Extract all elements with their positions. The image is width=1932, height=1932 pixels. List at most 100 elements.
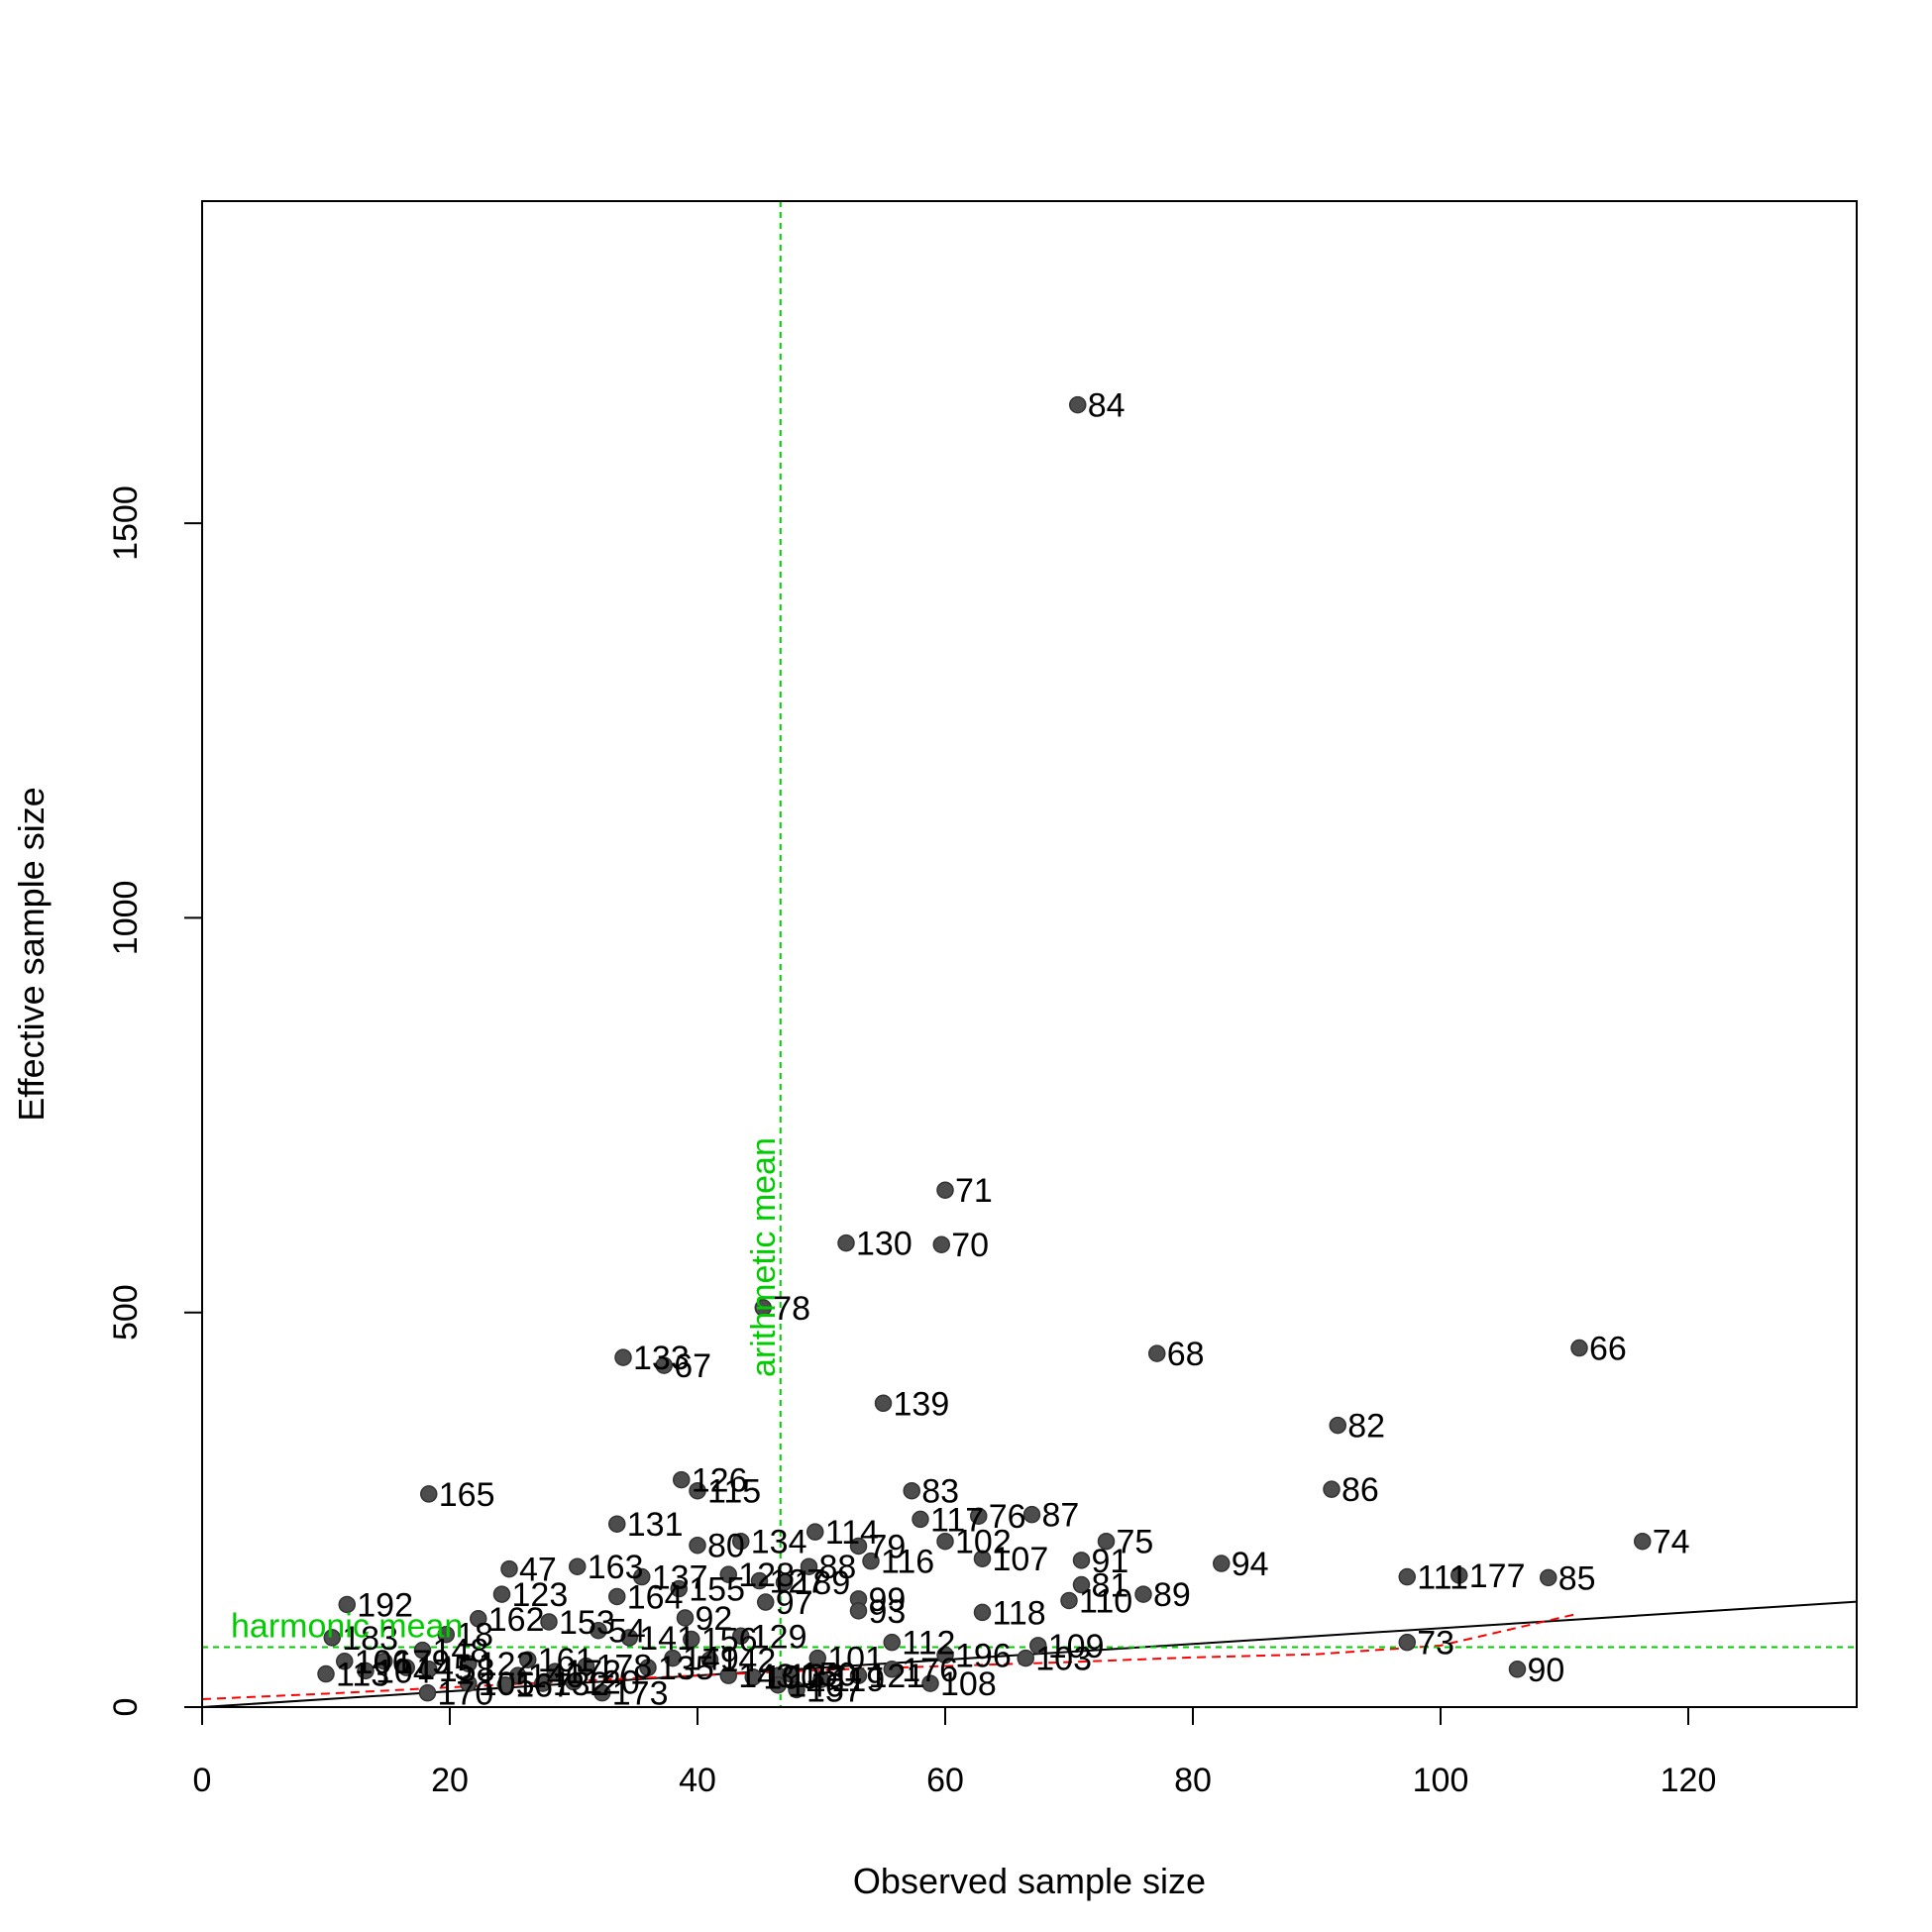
point-label: 183 [342,1620,398,1658]
point-label: 165 [439,1476,495,1514]
data-point [1634,1532,1652,1551]
point-label: 75 [1117,1524,1154,1561]
data-point [932,1235,950,1253]
point-label: 73 [1417,1625,1454,1663]
point-label: 140 [788,1667,844,1705]
data-point [1508,1661,1527,1678]
data-point [338,1595,356,1614]
data-point [1097,1532,1116,1551]
data-point [936,1646,954,1664]
point-label: 107 [993,1541,1049,1578]
data-point [689,1536,706,1555]
data-point [397,1659,415,1676]
point-label: 103 [1035,1641,1092,1678]
point-label: 167 [515,1667,572,1705]
point-label: 117 [930,1501,984,1539]
point-label: 105 [479,1665,535,1703]
data-point [593,1683,611,1702]
point-label: 67 [674,1347,711,1385]
data-point [577,1657,595,1675]
data-points [317,395,1652,1702]
point-label: 118 [993,1594,1046,1632]
point-label: 80 [707,1528,745,1565]
point-label: 81 [1092,1567,1129,1605]
point-label: 93 [869,1593,907,1631]
y-tick-label: 1000 [107,881,145,956]
data-point [800,1557,818,1575]
data-point [1450,1566,1468,1584]
data-point [357,1662,375,1680]
data-point [614,1348,632,1366]
point-label: 68 [1167,1336,1205,1373]
point-label: 18 [456,1617,493,1655]
x-tick-label: 60 [926,1762,964,1799]
data-point [590,1621,607,1640]
point-label: 104 [376,1653,432,1690]
data-point [496,1675,514,1694]
point-label: 132 [553,1665,609,1703]
data-point [323,1629,341,1647]
y-axis-title: Effective sample size [11,787,52,1121]
data-point [700,1651,719,1668]
point-label: 87 [1042,1497,1080,1535]
data-point [769,1675,787,1694]
point-label: 88 [819,1549,857,1586]
data-point [683,1630,700,1649]
data-point [418,1683,437,1702]
data-point [420,1485,438,1503]
point-label: 79 [869,1528,907,1565]
data-point [1134,1585,1152,1603]
point-label: 135 [658,1650,714,1687]
point-label: 155 [689,1571,745,1609]
x-tick-label: 40 [679,1762,716,1799]
reference-line-labels: harmonic mean arithmetic mean [231,1137,783,1645]
point-label: 156 [701,1621,758,1659]
data-point [1072,1575,1091,1594]
point-label: 150 [801,1657,857,1694]
point-label: 99 [869,1581,907,1619]
point-label: 74 [1653,1524,1690,1561]
data-point [1323,1480,1341,1498]
data-point [732,1627,750,1646]
point-label: 157 [806,1671,863,1709]
data-point [1329,1416,1346,1435]
data-point [565,1672,583,1691]
data-point [973,1550,992,1567]
data-point [744,1667,762,1686]
point-label: 71 [955,1172,993,1210]
point-label: 177 [1469,1557,1526,1595]
data-point [420,1661,438,1678]
data-point [754,1299,772,1317]
point-label: 148 [433,1633,489,1670]
data-point [1148,1344,1166,1362]
point-label: 97 [776,1584,813,1622]
data-point [874,1394,893,1413]
point-label: 121 [869,1658,925,1695]
y-tick-label: 0 [107,1698,145,1717]
point-label: 85 [1558,1559,1596,1597]
point-label: 106 [355,1644,411,1681]
point-label: 131 [627,1506,684,1544]
point-label: 111 [1417,1559,1468,1597]
x-tick-label: 120 [1661,1762,1717,1799]
point-label: 129 [751,1618,807,1656]
point-label: 146 [528,1658,585,1695]
point-label: 112 [902,1625,955,1663]
data-point [849,1537,868,1556]
point-label: 90 [1528,1652,1565,1689]
point-label: 158 [439,1652,495,1689]
data-point [639,1659,657,1676]
point-label: 100 [763,1660,819,1697]
data-point [903,1481,920,1500]
data-point [413,1641,432,1660]
data-point [719,1565,737,1583]
point-label: 66 [1589,1331,1627,1368]
data-point [1060,1591,1078,1610]
point-label: 172 [565,1654,621,1691]
data-point [757,1593,775,1611]
point-label: 91 [1092,1543,1129,1580]
data-point [782,1664,800,1683]
data-point [633,1567,651,1586]
point-label: 149 [683,1641,739,1678]
